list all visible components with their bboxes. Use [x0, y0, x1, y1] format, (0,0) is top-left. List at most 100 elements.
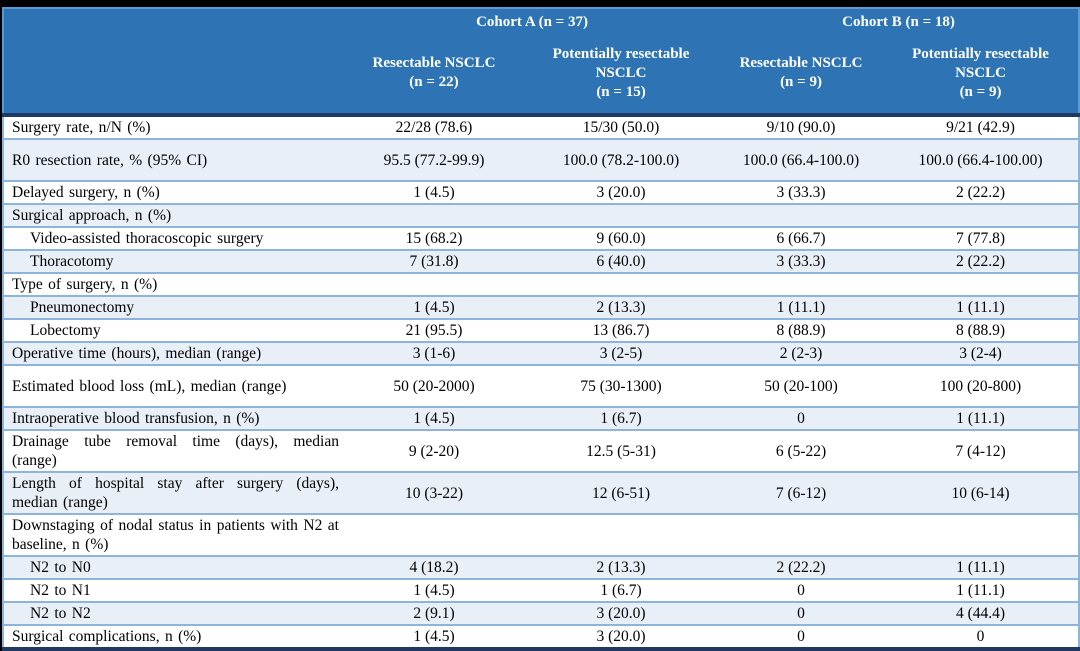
cell-value: 21 (95.5)	[345, 318, 523, 342]
cell-value: 2 (22.2)	[883, 249, 1080, 273]
col-header-potentially-resectable-b: Potentially resectable NSCLC (n = 9)	[883, 33, 1080, 117]
cell-value	[883, 272, 1080, 296]
row-label: N2 to N1	[2, 578, 345, 602]
cell-value: 15/30 (50.0)	[523, 114, 720, 139]
cell-value: 9 (2-20)	[345, 429, 523, 472]
col-header-name: Resectable NSCLC	[739, 55, 863, 71]
cell-value: 1 (4.5)	[345, 624, 523, 651]
table-row-pneumonectomy: Pneumonectomy 1 (4.5) 2 (13.3) 1 (11.1) …	[2, 295, 1080, 319]
cell-value: 3 (1-6)	[345, 341, 523, 365]
cell-value	[883, 513, 1080, 556]
cell-value: 50 (20-2000)	[345, 364, 523, 407]
cell-value	[719, 203, 884, 227]
cell-value: 7 (6-12)	[719, 471, 884, 514]
cell-value	[523, 272, 720, 296]
cell-value: 2 (9.1)	[345, 601, 523, 625]
cell-value: 3 (2-5)	[523, 341, 720, 365]
row-label: Surgical approach, n (%)	[2, 203, 345, 227]
cell-value	[345, 513, 523, 556]
row-label: Estimated blood loss (mL), median (range…	[2, 364, 345, 407]
subgroup-header-row: Resectable NSCLC (n = 22) Potentially re…	[2, 33, 1080, 117]
cell-value: 100.0 (78.2-100.0)	[523, 138, 720, 181]
row-label: Operative time (hours), median (range)	[2, 341, 345, 365]
cell-value: 6 (5-22)	[719, 429, 884, 472]
row-label: Delayed surgery, n (%)	[2, 180, 345, 204]
table-row-vats: Video-assisted thoracoscopic surgery 15 …	[2, 226, 1080, 250]
cohort-b-header: Cohort B (n = 18)	[719, 7, 1080, 33]
cell-value	[345, 272, 523, 296]
cell-value	[345, 203, 523, 227]
cell-value: 9/10 (90.0)	[719, 114, 884, 139]
cell-value: 1 (11.1)	[883, 578, 1080, 602]
table-body: Surgery rate, n/N (%) 22/28 (78.6) 15/30…	[2, 114, 1080, 651]
cell-value: 12.5 (5-31)	[523, 429, 720, 472]
cell-value: 2 (13.3)	[523, 555, 720, 579]
row-label: Thoracotomy	[2, 249, 345, 273]
cell-value	[523, 513, 720, 556]
row-label: Downstaging of nodal status in patients …	[2, 513, 345, 556]
cell-value: 7 (77.8)	[883, 226, 1080, 250]
col-header-potentially-resectable-a: Potentially resectable NSCLC (n = 15)	[523, 33, 720, 117]
col-header-n: (n = 22)	[409, 74, 459, 90]
cell-value: 10 (3-22)	[345, 471, 523, 514]
cell-value: 13 (86.7)	[523, 318, 720, 342]
cell-value	[719, 513, 884, 556]
cell-value: 0	[719, 578, 884, 602]
table-row-intraoperative-transfusion: Intraoperative blood transfusion, n (%) …	[2, 406, 1080, 430]
cell-value: 3 (33.3)	[719, 249, 884, 273]
cell-value	[719, 272, 884, 296]
row-label: Drainage tube removal time (days), media…	[2, 429, 345, 472]
cell-value: 8 (88.9)	[719, 318, 884, 342]
table-row-operative-time: Operative time (hours), median (range) 3…	[2, 341, 1080, 365]
cell-value: 3 (33.3)	[719, 180, 884, 204]
row-label: Video-assisted thoracoscopic surgery	[2, 226, 345, 250]
table-row-r0-resection-rate: R0 resection rate, % (95% CI) 95.5 (77.2…	[2, 138, 1080, 181]
row-label: Intraoperative blood transfusion, n (%)	[2, 406, 345, 430]
cell-value: 3 (20.0)	[523, 180, 720, 204]
row-label: Length of hospital stay after surgery (d…	[2, 471, 345, 514]
cell-value: 4 (18.2)	[345, 555, 523, 579]
empty-corner-cell	[2, 7, 345, 33]
cell-value: 4 (44.4)	[883, 601, 1080, 625]
col-header-name: Potentially resectable NSCLC	[552, 45, 690, 81]
cell-value: 1 (4.5)	[345, 406, 523, 430]
col-header-name: Resectable NSCLC	[372, 55, 496, 71]
cell-value: 2 (22.2)	[883, 180, 1080, 204]
col-header-name: Potentially resectable NSCLC	[912, 45, 1049, 81]
row-label: Type of surgery, n (%)	[2, 272, 345, 296]
table-row-delayed-surgery: Delayed surgery, n (%) 1 (4.5) 3 (20.0) …	[2, 180, 1080, 204]
col-header-n: (n = 9)	[959, 83, 1002, 100]
cell-value: 0	[719, 624, 884, 651]
table-row-surgical-complications: Surgical complications, n (%) 1 (4.5) 3 …	[2, 624, 1080, 651]
row-label: Surgical complications, n (%)	[2, 624, 345, 651]
cohort-header-row: Cohort A (n = 37) Cohort B (n = 18)	[2, 7, 1080, 33]
cell-value: 1 (11.1)	[883, 555, 1080, 579]
table-row-n2-to-n2: N2 to N2 2 (9.1) 3 (20.0) 0 4 (44.4)	[2, 601, 1080, 625]
table-row-lobectomy: Lobectomy 21 (95.5) 13 (86.7) 8 (88.9) 8…	[2, 318, 1080, 342]
table-row-drainage-tube-removal: Drainage tube removal time (days), media…	[2, 429, 1080, 472]
col-header-resectable-a: Resectable NSCLC (n = 22)	[345, 33, 523, 117]
cell-value	[883, 203, 1080, 227]
cell-value: 6 (40.0)	[523, 249, 720, 273]
table-row-hospital-stay: Length of hospital stay after surgery (d…	[2, 471, 1080, 514]
cell-value: 0	[719, 601, 884, 625]
table-row-thoracotomy: Thoracotomy 7 (31.8) 6 (40.0) 3 (33.3) 2…	[2, 249, 1080, 273]
row-label: Pneumonectomy	[2, 295, 345, 319]
cell-value: 2 (22.2)	[719, 555, 884, 579]
cell-value: 1 (4.5)	[345, 295, 523, 319]
surgery-outcomes-table: Cohort A (n = 37) Cohort B (n = 18) Rese…	[2, 7, 1080, 651]
cell-value: 6 (66.7)	[719, 226, 884, 250]
row-label: Surgery rate, n/N (%)	[2, 114, 345, 139]
cell-value: 15 (68.2)	[345, 226, 523, 250]
cell-value: 0	[883, 624, 1080, 651]
cell-value: 10 (6-14)	[883, 471, 1080, 514]
cell-value: 7 (31.8)	[345, 249, 523, 273]
cell-value: 2 (2-3)	[719, 341, 884, 365]
row-label: N2 to N0	[2, 555, 345, 579]
empty-label-cell	[2, 33, 345, 117]
cell-value: 1 (11.1)	[719, 295, 884, 319]
cell-value: 12 (6-51)	[523, 471, 720, 514]
cell-value: 8 (88.9)	[883, 318, 1080, 342]
cell-value	[523, 203, 720, 227]
